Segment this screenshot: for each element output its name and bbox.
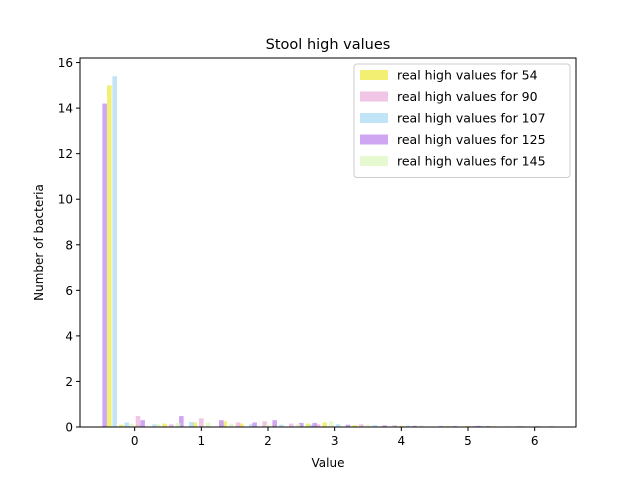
bar-series-1 (235, 422, 241, 427)
legend-swatch (360, 91, 388, 102)
legend-label: real high values for 54 (397, 68, 538, 83)
bar-series-2 (405, 425, 411, 427)
bar-series-0 (107, 85, 112, 427)
bar-series-4 (329, 421, 334, 427)
bar-series-3 (102, 103, 107, 428)
bar-series-4 (129, 423, 134, 427)
y-tick-label: 10 (58, 193, 73, 207)
bar-series-3 (299, 422, 304, 427)
bar-layer (102, 76, 554, 428)
bar-series-3 (272, 420, 277, 427)
y-tick-label: 8 (65, 238, 73, 252)
bar-series-2 (335, 424, 341, 427)
x-tick-label: 4 (398, 434, 406, 448)
bar-series-4 (155, 424, 161, 427)
bar-series-3 (475, 425, 481, 427)
bar-series-0 (352, 425, 357, 427)
bar-series-3 (312, 422, 317, 427)
bar-series-1 (262, 421, 267, 427)
bar-series-4 (419, 425, 424, 427)
bar-series-1 (135, 416, 141, 427)
y-tick-label: 2 (65, 375, 73, 389)
legend-box (353, 63, 571, 178)
legend: real high values for 54 real high values … (353, 63, 571, 178)
bar-series-0 (399, 425, 404, 427)
x-tick-label: 6 (531, 434, 539, 448)
legend-label: real high values for 125 (397, 132, 546, 147)
bar-series-3 (252, 422, 257, 427)
bar-series-2 (439, 425, 444, 427)
bar-series-2 (112, 76, 117, 427)
x-tick-label: 0 (131, 434, 139, 448)
bar-series-3 (179, 416, 184, 427)
x-tick-label: 2 (264, 434, 272, 448)
bar-series-2 (309, 424, 314, 427)
bar-series-4 (365, 424, 371, 427)
bar-series-3 (382, 425, 387, 427)
y-tick-label: 0 (65, 421, 73, 435)
bar-series-0 (192, 422, 197, 427)
bar-series-0 (305, 423, 311, 427)
bar-series-0 (322, 422, 327, 427)
bar-series-2 (249, 424, 254, 427)
legend-label: real high values for 90 (397, 89, 538, 104)
bar-series-1 (315, 424, 321, 427)
bar-series-3 (219, 420, 224, 427)
bar-series-1 (199, 418, 204, 427)
x-tick-label: 5 (464, 434, 472, 448)
y-tick-label: 4 (65, 329, 73, 343)
x-axis-label: Value (312, 456, 345, 470)
bar-series-1 (392, 425, 397, 427)
legend-label: real high values for 107 (397, 111, 546, 126)
y-tick-label: 12 (58, 147, 73, 161)
bar-series-1 (169, 424, 174, 427)
bar-series-0 (222, 421, 227, 427)
bar-series-2 (279, 424, 284, 427)
bar-series-2 (535, 425, 541, 427)
legend-swatch (360, 156, 388, 166)
legend-label: real high values for 145 (397, 154, 546, 169)
bar-series-0 (162, 423, 167, 427)
bar-series-1 (289, 423, 294, 427)
legend-swatch (360, 134, 388, 145)
bar-series-2 (152, 424, 157, 427)
x-tick-label: 1 (198, 434, 206, 448)
plot-frame (79, 57, 577, 428)
y-axis-label: Number of bacteria (32, 184, 46, 301)
bar-series-2 (189, 421, 194, 427)
bar-series-1 (359, 424, 364, 427)
legend-swatch (360, 113, 388, 123)
bar-series-4 (175, 422, 181, 427)
bar-series-2 (124, 422, 129, 427)
y-tick-label: 6 (65, 284, 73, 298)
bar-series-4 (205, 422, 211, 427)
bar-series-3 (412, 425, 417, 427)
y-tick-label: 14 (58, 102, 73, 116)
bar-series-4 (229, 423, 234, 427)
bar-series-0 (239, 423, 244, 427)
chart-title: Stool high values (266, 37, 391, 53)
bar-series-0 (119, 424, 124, 427)
bar-series-4 (295, 424, 301, 427)
bar-series-3 (345, 424, 351, 427)
x-tick-label: 3 (331, 434, 339, 448)
y-tick-label: 16 (58, 56, 73, 70)
bar-series-2 (479, 425, 484, 427)
bar-series-4 (265, 424, 271, 427)
legend-swatch (360, 70, 388, 80)
bar-series-2 (372, 425, 377, 427)
bar-series-3 (140, 420, 145, 427)
